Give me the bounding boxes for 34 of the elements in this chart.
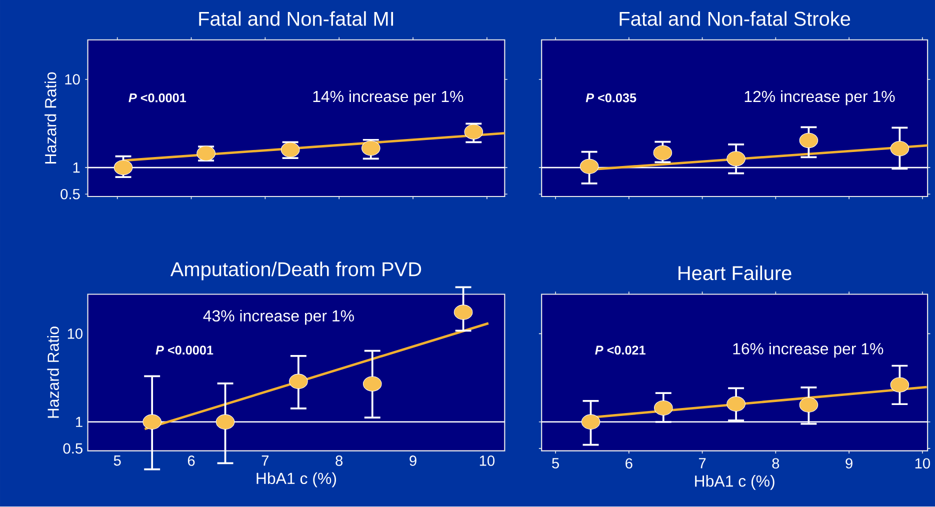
- chart-title: Heart Failure: [678, 266, 792, 280]
- y-axis-title: Hazard Ratio: [47, 326, 59, 418]
- y-tick-label: 1: [76, 417, 82, 428]
- annotation: P <0.035: [586, 94, 636, 102]
- x-tick-label: 10: [480, 456, 494, 466]
- chart-title: Fatal and Non-fatal Stroke: [620, 11, 850, 26]
- y-tick-label: 0.5: [63, 443, 82, 454]
- x-tick-label: 8: [772, 458, 780, 469]
- annotation: P <0.0001: [156, 346, 214, 355]
- x-tick-label: 8: [336, 456, 343, 466]
- annotation: 14% increase per 1%: [313, 90, 464, 106]
- annotation: 12% increase per 1%: [744, 90, 895, 106]
- x-tick-label: 9: [410, 456, 416, 466]
- x-tick-label: 5: [114, 456, 121, 466]
- annotation: 16% increase per 1%: [733, 342, 884, 358]
- y-tick-label: 10: [65, 74, 80, 85]
- chart-title: Amputation/Death from PVD: [170, 262, 422, 280]
- y-axis-title: Hazard Ratio: [44, 72, 56, 164]
- x-tick-label: 9: [846, 458, 852, 469]
- y-tick-label: 10: [68, 328, 82, 340]
- annotation: P <0.0001: [128, 94, 186, 102]
- x-tick-label: 6: [626, 458, 632, 469]
- x-tick-label: 7: [698, 458, 706, 468]
- annotation: P <0.021: [595, 346, 646, 355]
- y-tick-label: 0.5: [60, 189, 80, 200]
- y-tick-label: 1: [73, 162, 80, 173]
- x-axis-title: HbA1 c (%): [256, 472, 336, 488]
- x-tick-label: 6: [188, 456, 195, 466]
- x-axis-title: HbA1 c (%): [695, 475, 774, 490]
- annotation: 43% increase per 1%: [203, 310, 354, 325]
- x-tick-label: 10: [915, 458, 930, 469]
- x-tick-label: 7: [262, 456, 269, 466]
- x-tick-label: 5: [552, 458, 559, 469]
- chart-title: Fatal and Non-fatal MI: [199, 11, 394, 26]
